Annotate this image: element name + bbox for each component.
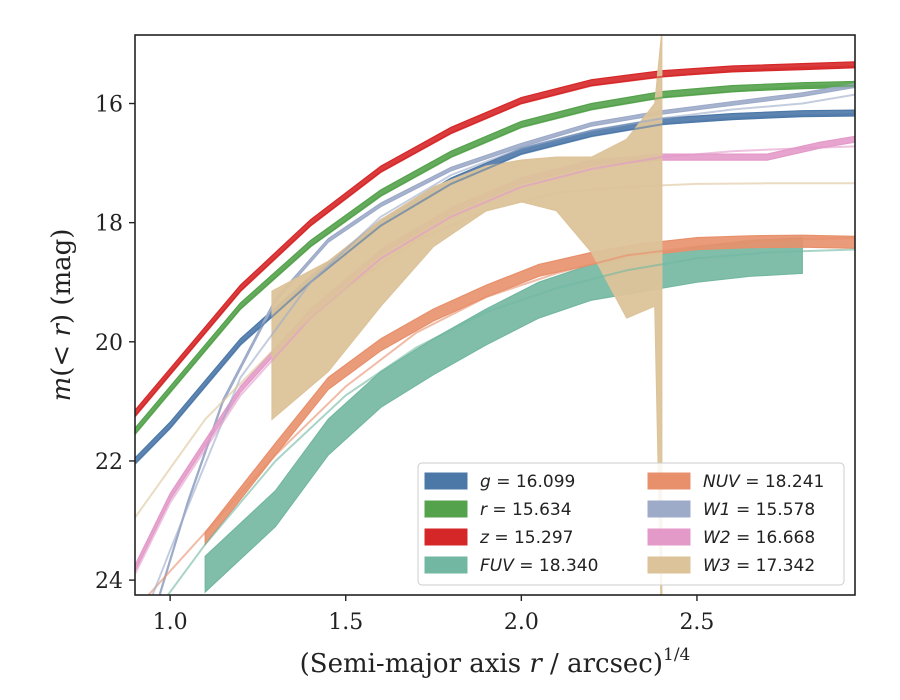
legend-swatch-fuv [424, 556, 468, 574]
model-curve-g [135, 113, 855, 465]
legend-label-w2: W2 = 16.668 [703, 528, 815, 548]
legend-label-g: g = 16.099 [480, 472, 575, 492]
model-curve-fuv [166, 248, 855, 595]
y-tick-label: 20 [95, 331, 123, 356]
model-curve-z [135, 65, 855, 417]
legend-swatch-z [424, 528, 468, 546]
legend-label-fuv: FUV = 18.340 [480, 556, 598, 576]
legend-box [417, 462, 845, 586]
legend-label-z: z = 15.297 [479, 528, 573, 548]
y-tick-label: 18 [95, 212, 123, 237]
plot-frame [134, 34, 856, 596]
band-nuv [204, 234, 855, 547]
legend-items: g = 16.099 r = 15.634 z = 15.297 FUV = 18.3… [424, 472, 824, 576]
x-axis-title: (Semi-major axis r / arcsec)1/4 [300, 645, 691, 679]
legend: g = 16.099 r = 15.634 z = 15.297 FUV = 18.3… [417, 462, 845, 586]
x-tick-label: 1.0 [153, 610, 188, 635]
model-curve-w2 [135, 145, 855, 575]
x-tick-label: 2.0 [504, 610, 539, 635]
legend-swatch-r [424, 500, 468, 518]
model-curve-w1 [151, 93, 855, 595]
y-tick-label: 16 [95, 93, 123, 118]
ticks-layer: 1.0 1.5 2.0 2.5 16 18 20 22 24 [95, 93, 714, 635]
legend-label-r: r = 15.634 [480, 500, 572, 520]
legend-swatch-g [424, 472, 468, 490]
plot-area [135, 35, 855, 595]
model-curve-nuv [147, 236, 855, 595]
y-tick-label: 24 [95, 569, 123, 594]
legend-label-w1: W1 = 15.578 [703, 500, 815, 520]
x-tick-label: 2.5 [679, 610, 714, 635]
legend-label-w3: W3 = 17.342 [703, 556, 815, 576]
legend-label-nuv: NUV = 18.241 [703, 472, 824, 492]
models-layer [135, 65, 855, 595]
model-curve-w3 [135, 182, 855, 519]
legend-swatch-w2 [647, 528, 691, 546]
legend-swatch-w1 [647, 500, 691, 518]
y-axis-title: m(< r) (mag) [47, 229, 77, 402]
legend-swatch-nuv [647, 472, 691, 490]
legend-swatch-w3 [647, 556, 691, 574]
model-curve-r [135, 84, 855, 435]
y-tick-label: 22 [95, 450, 123, 475]
x-tick-label: 1.5 [328, 610, 363, 635]
